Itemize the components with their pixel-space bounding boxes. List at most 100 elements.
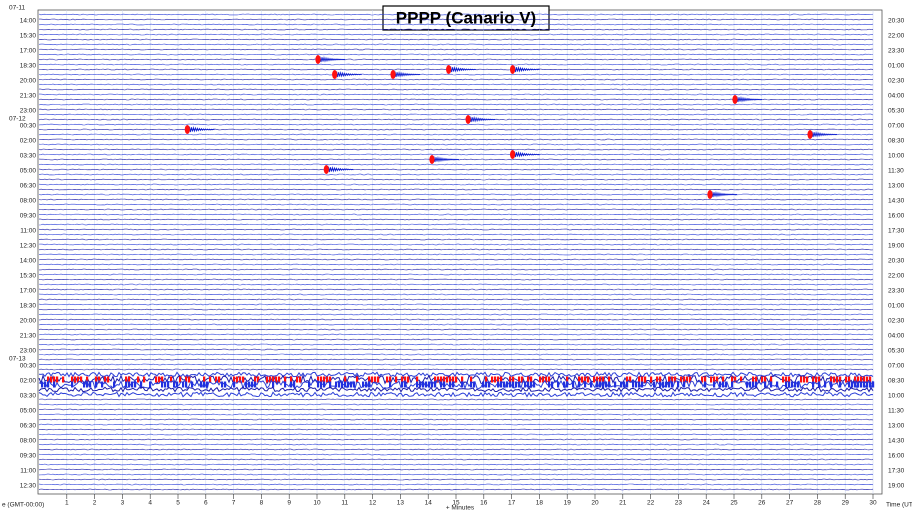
- trace: [38, 328, 874, 331]
- left-time-label: 06:30: [20, 423, 37, 430]
- trace: [38, 218, 874, 221]
- swarm-burst: [662, 381, 665, 388]
- swarm-burst: [320, 381, 323, 388]
- trace: [38, 58, 874, 61]
- swarm-burst: [818, 376, 821, 383]
- swarm-burst: [869, 376, 872, 383]
- swarm-burst: [131, 381, 134, 388]
- right-time-label: 11:30: [888, 408, 904, 415]
- left-time-label: 03:30: [20, 153, 37, 160]
- chart-title: PPPP (Canario V): [396, 8, 536, 27]
- event: [323, 165, 329, 174]
- swarm-burst: [266, 376, 269, 383]
- x-axis-label: + Minutes: [446, 505, 475, 512]
- right-time-label: 05:30: [888, 348, 905, 355]
- swarm-burst: [41, 381, 44, 388]
- swarm-burst: [812, 376, 815, 383]
- swarm-burst: [71, 376, 74, 383]
- swarm-burst: [149, 381, 152, 388]
- swarm-burst: [869, 381, 872, 388]
- swarm-burst: [326, 376, 329, 383]
- event: [332, 70, 338, 79]
- swarm-burst: [866, 376, 869, 383]
- swarm-burst: [824, 381, 827, 388]
- trace: [38, 243, 874, 246]
- swarm-burst: [548, 381, 551, 388]
- x-tick-label: 3: [121, 500, 125, 507]
- right-time-label: 07:00: [888, 123, 905, 130]
- x-tick-label: 6: [204, 500, 208, 507]
- trace: [38, 323, 874, 326]
- swarm-burst: [686, 376, 689, 383]
- swarm-burst: [485, 376, 488, 383]
- swarm-burst: [233, 381, 236, 388]
- swarm-burst: [668, 381, 671, 388]
- swarm-burst: [848, 376, 851, 383]
- swarm-burst: [716, 376, 719, 383]
- trace: [38, 318, 874, 321]
- trace: [38, 53, 874, 56]
- trace: [38, 248, 874, 251]
- left-time-label: 08:00: [20, 438, 37, 445]
- trace: [38, 438, 874, 441]
- swarm-burst: [638, 376, 641, 383]
- x-tick-label: 2: [93, 500, 97, 507]
- swarm-burst: [344, 381, 347, 388]
- swarm-burst: [278, 376, 281, 383]
- swarm-burst: [764, 376, 767, 383]
- swarm-burst: [347, 381, 350, 388]
- swarm-burst: [233, 376, 236, 383]
- x-tick-label: 11: [341, 500, 348, 507]
- x-tick-label: 24: [703, 500, 711, 507]
- swarm-burst: [338, 381, 341, 388]
- swarm-burst: [764, 381, 767, 388]
- swarm-burst: [83, 381, 86, 388]
- trace: [38, 128, 874, 131]
- swarm-burst: [770, 381, 773, 388]
- right-time-label: 22:00: [888, 33, 905, 40]
- x-tick-label: 14: [425, 500, 433, 507]
- swarm-burst: [428, 381, 431, 388]
- swarm-burst: [710, 376, 713, 383]
- swarm-burst: [329, 376, 332, 383]
- swarm-burst: [701, 376, 704, 383]
- swarm-burst: [143, 376, 146, 383]
- trace: [38, 143, 874, 146]
- swarm-burst: [401, 376, 404, 383]
- swarm-burst: [659, 376, 662, 383]
- left-time-label: 18:30: [20, 63, 37, 70]
- swarm-burst: [566, 376, 569, 383]
- swarm-burst: [401, 381, 404, 388]
- right-time-label: 04:00: [888, 333, 905, 340]
- x-tick-label: 7: [232, 500, 236, 507]
- swarm-burst: [254, 376, 257, 383]
- right-time-label: 13:00: [888, 183, 905, 190]
- swarm-burst: [503, 381, 506, 388]
- swarm-burst: [47, 381, 50, 388]
- trace: [38, 398, 874, 401]
- swarm-burst: [356, 376, 359, 383]
- x-tick-label: 19: [564, 500, 572, 507]
- swarm-burst: [671, 381, 674, 388]
- swarm-burst: [719, 381, 722, 388]
- swarm-burst: [395, 376, 398, 383]
- trace: [38, 458, 874, 461]
- trace: [38, 408, 874, 411]
- trace: [38, 463, 874, 466]
- trace: [38, 233, 874, 236]
- trace: [38, 278, 874, 281]
- trace: [38, 403, 874, 406]
- x-tick-label: 9: [287, 500, 291, 507]
- swarm-burst: [524, 381, 527, 388]
- swarm-burst: [101, 381, 104, 388]
- event-coda: [447, 65, 476, 73]
- swarm-burst: [644, 376, 647, 383]
- swarm-burst: [854, 381, 857, 388]
- swarm-burst: [512, 381, 515, 388]
- swarm-burst: [674, 376, 677, 383]
- event: [429, 155, 435, 164]
- date-label: 07-11: [9, 5, 26, 12]
- swarm-burst: [653, 381, 656, 388]
- swarm-burst: [80, 376, 83, 383]
- swarm-burst: [173, 381, 176, 388]
